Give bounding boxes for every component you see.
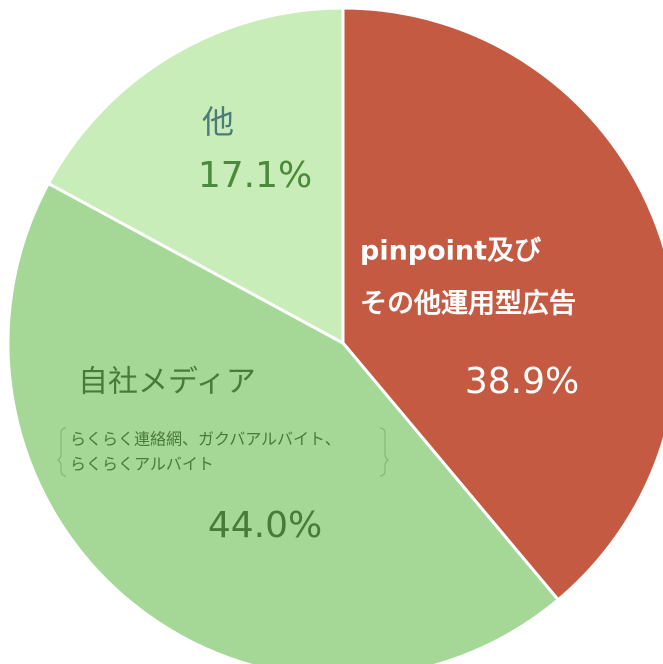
annotation: らくらくアルバイト (70, 455, 214, 474)
slice-label: その他運用型広告 (360, 288, 576, 320)
value-label: 17.1% (198, 155, 312, 196)
value-label: 38.9% (465, 361, 579, 402)
slice-label: pinpoint及び (360, 236, 541, 267)
annotation: らくらく連絡網、ガクバアルバイト、 (70, 430, 341, 449)
bracket (56, 427, 67, 477)
slice-label: 他 (202, 103, 234, 141)
pie-slice (341, 6, 663, 602)
value-label: 44.0% (208, 505, 322, 546)
bracket (379, 427, 390, 477)
slice-label: 自社メディア (78, 365, 256, 400)
pie-slice (46, 6, 345, 346)
pie-slice (6, 181, 561, 664)
